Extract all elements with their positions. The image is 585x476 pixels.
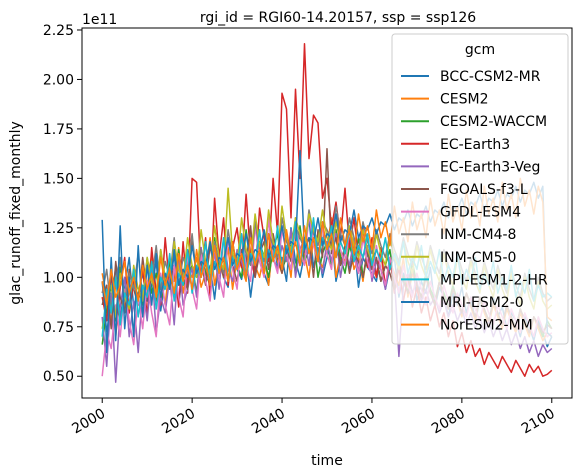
y-tick-label: 0.50 [43,369,74,385]
y-offset-label: 1e11 [82,12,117,28]
legend-label-inm-cm5-0: INM-CM5-0 [440,250,516,266]
legend-label-fgoals-f3-l: FGOALS-f3-L [440,182,528,198]
x-tick-label: 2080 [429,406,468,438]
chart-title: rgi_id = RGI60-14.20157, ssp = ssp126 [200,10,476,26]
legend-label-gfdl-esm4: GFDL-ESM4 [440,205,521,221]
x-tick-label: 2000 [69,406,108,438]
legend-label-ec-earth3-veg: EC-Earth3-Veg [440,159,540,175]
legend: gcm BCC-CSM2-MR CESM2 CESM2-WACCM EC-Earth3… [391,33,569,345]
y-tick-label: 1.50 [43,171,74,187]
series-line-ec-earth3 [101,43,553,377]
y-axis: 0.50 0.75 1.00 1.25 1.50 1.75 2.00 2.25 [43,23,82,385]
x-axis-label: time [311,453,343,469]
x-tick-label: 2100 [519,406,558,438]
y-tick-label: 0.75 [43,320,74,336]
legend-label-mri-esm2-0: MRI-ESM2-0 [440,295,524,311]
legend-label-ec-earth3: EC-Earth3 [440,137,510,153]
legend-label-inm-cm4-8: INM-CM4-8 [440,227,516,243]
y-tick-label: 1.00 [43,270,74,286]
plot-frame [81,27,573,399]
y-tick-label: 1.25 [43,221,74,237]
y-tick-label: 2.25 [43,23,74,39]
x-tick-label: 2040 [249,406,288,438]
y-tick-label: 2.00 [43,72,74,88]
x-tick-label: 2020 [159,406,198,438]
legend-frame [391,33,569,345]
x-tick-label: 2060 [339,406,378,438]
y-tick-label: 1.75 [43,122,74,138]
legend-title: gcm [465,42,495,58]
legend-label-mpi-esm1-2-hr: MPI-ESM1-2-HR [440,272,548,288]
legend-label-cesm2: CESM2 [440,92,489,108]
legend-label-bcc-csm2-mr: BCC-CSM2-MR [440,69,541,85]
x-axis: 2000 2020 2040 2060 2080 2100 [69,398,558,438]
legend-label-cesm2-waccm: CESM2-WACCM [440,114,547,130]
legend-label-noresm2-mm: NorESM2-MM [440,318,533,334]
y-axis-label: glac_runoff_fixed_monthly [8,121,24,305]
legend-items: BCC-CSM2-MR CESM2 CESM2-WACCM EC-Earth3 EC-E… [401,69,548,334]
